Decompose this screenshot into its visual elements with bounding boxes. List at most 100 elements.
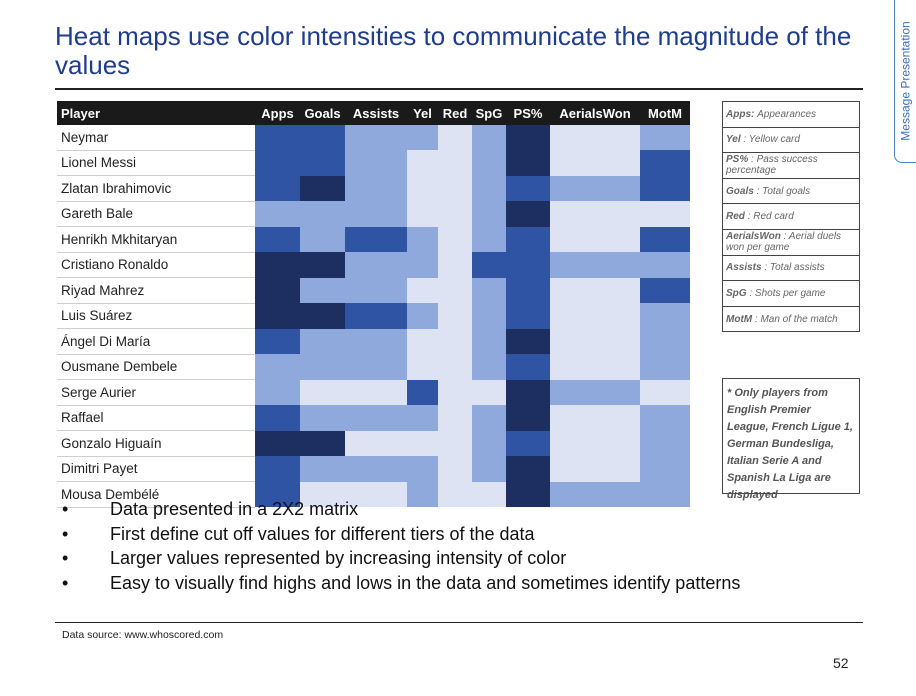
legend-item: Goals : Total goals [722,177,860,205]
heat-cell [407,405,438,431]
heat-cell [640,175,690,201]
heat-cell [506,201,550,227]
heat-cell [506,405,550,431]
legend-key: AerialsWon [726,231,781,243]
table-row: Luis Suárez [57,303,690,329]
player-name: Ousmane Dembele [57,354,255,380]
heat-cell [640,456,690,482]
heat-cell [407,150,438,176]
heat-cell [438,201,472,227]
heat-cell [472,303,506,329]
heat-cell [407,354,438,380]
heat-cell [640,125,690,150]
slide-title: Heat maps use color intensities to commu… [55,21,852,80]
heat-cell [506,125,550,150]
heat-cell [550,379,640,405]
heat-cell [255,175,300,201]
player-name: Ángel Di María [57,328,255,355]
heat-cell [255,277,300,303]
heat-cell [438,252,472,278]
heat-cell [472,125,506,150]
heat-cell [345,125,407,150]
legend-desc: Appearances [757,108,817,120]
heat-cell [255,150,300,176]
heat-cell [550,328,640,354]
heat-cell [472,252,506,278]
heat-cell [345,303,407,329]
heat-cell [506,430,550,456]
page-number: 52 [833,655,849,671]
heat-cell [300,150,345,176]
heat-cell [345,379,407,405]
heat-cell [472,430,506,456]
heat-cell [640,277,690,303]
player-name: Henrikh Mkhitaryan [57,226,255,253]
heat-cell [407,379,438,405]
heat-cell [300,328,345,354]
heat-cell [472,328,506,354]
heat-cell [345,252,407,278]
heat-cell [640,252,690,278]
heat-cell [438,277,472,303]
column-header: Yel [407,101,438,125]
heat-cell [407,226,438,252]
column-header: Goals [300,101,345,125]
player-name: Dimitri Payet [57,456,255,482]
table-row: Ángel Di María [57,328,690,355]
heat-cell [438,328,472,354]
legend-desc: : Total goals [756,185,811,197]
heat-cell [640,150,690,176]
heat-cell [550,405,640,431]
heat-cell [438,405,472,431]
column-header: MotM [640,101,690,125]
side-tab[interactable]: Message Presentation [894,0,916,163]
player-name: Gonzalo Higuaín [57,430,255,457]
heat-cell [407,328,438,354]
column-header: Assists [345,101,407,125]
heat-cell [345,405,407,431]
heat-cell [407,277,438,303]
legend-item: SpG : Shots per game [722,280,860,307]
heat-cell [550,430,640,456]
column-header: Red [438,101,472,125]
legend-desc: : Shots per game [749,287,826,299]
heat-cell [506,354,550,380]
heat-cell [255,226,300,252]
heat-cell [550,277,640,303]
legend-desc: : Total assists [764,262,825,274]
heat-cell [550,226,640,252]
heat-cell [438,379,472,405]
heat-map-table: Player Apps Goals Assists Yel Red SpG PS% Aerial… [57,101,690,508]
table-row: Dimitri Payet [57,456,690,482]
heat-cell [640,328,690,354]
player-name: Lionel Messi [57,150,255,176]
heat-cell [255,456,300,482]
heat-cell [255,354,300,380]
heat-cell [640,303,690,329]
heat-cell [407,303,438,329]
player-name: Gareth Bale [57,201,255,227]
heat-cell [300,277,345,303]
league-note: * Only players from English Premier Leag… [722,378,860,501]
heat-cell [472,277,506,303]
heat-cell [345,175,407,201]
column-header: PS% [506,101,550,125]
legend-key: Red [726,211,745,223]
heat-cell [300,456,345,482]
heat-cell [472,456,506,482]
heat-cell [640,430,690,456]
table-row: Lionel Messi [57,150,690,176]
heat-cell [345,456,407,482]
column-header: AerialsWon [550,101,640,125]
heat-cell [255,252,300,278]
player-name: Zlatan Ibrahimovic [57,175,255,202]
legend-desc: : Pass success percentage [726,154,818,177]
heat-cell [345,226,407,252]
legend-key: MotM [726,313,753,325]
heat-cell [506,252,550,278]
title-divider [55,88,863,90]
legend-item: Assists : Total assists [722,254,860,282]
player-name: Raffael [57,405,255,431]
heat-cell [300,226,345,252]
heat-cell [407,252,438,278]
